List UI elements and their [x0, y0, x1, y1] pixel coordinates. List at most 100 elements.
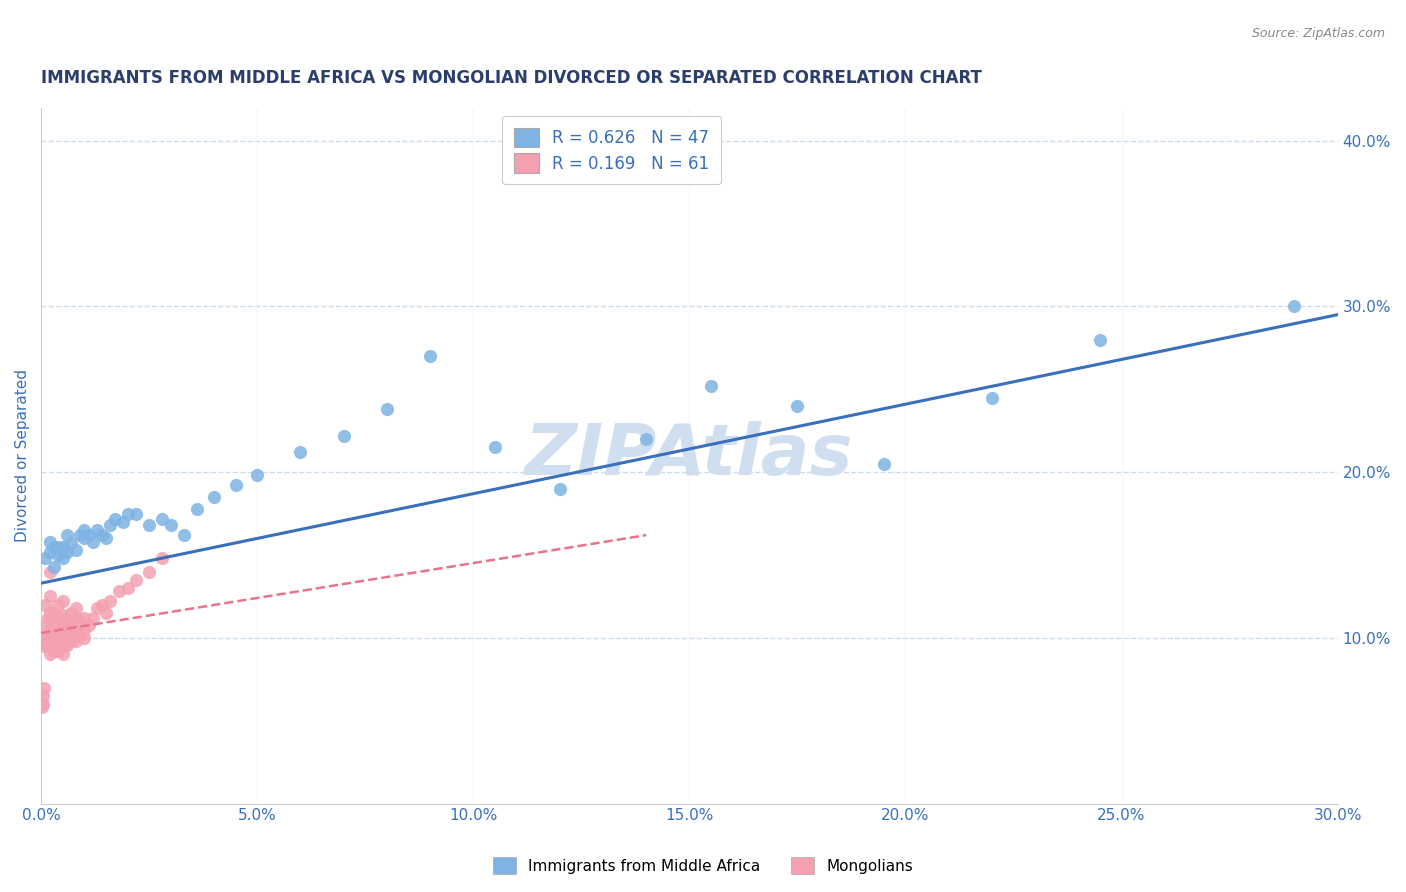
Point [42, 644, 65, 658]
Point [82, 534, 104, 549]
Point [42, 559, 65, 574]
Point [980, 391, 1002, 405]
Point [34, 639, 56, 653]
Point [117, 507, 139, 521]
Point [52, 648, 75, 662]
Point [38, 590, 60, 604]
Point [48, 624, 70, 639]
Point [112, 515, 135, 529]
Point [48, 644, 70, 658]
Point [34, 617, 56, 632]
Point [42, 540, 65, 554]
Legend: Immigrants from Middle Africa, Mongolians: Immigrants from Middle Africa, Mongolian… [486, 851, 920, 880]
Point [52, 617, 75, 632]
Point [38, 606, 60, 620]
Point [290, 445, 312, 459]
Point [117, 581, 139, 595]
Point [786, 399, 808, 413]
Y-axis label: Divorced or Separated: Divorced or Separated [15, 369, 30, 542]
Point [90, 528, 112, 542]
Point [90, 598, 112, 612]
Point [69, 528, 91, 542]
Point [48, 540, 70, 554]
Point [73, 523, 96, 537]
Point [37, 611, 59, 625]
Point [94, 606, 117, 620]
Point [98, 518, 121, 533]
Point [636, 432, 658, 446]
Point [37, 631, 59, 645]
Point [86, 601, 108, 615]
Point [73, 623, 96, 637]
Point [548, 482, 571, 496]
Point [42, 634, 65, 648]
Point [65, 634, 87, 648]
Point [52, 540, 75, 554]
Point [65, 601, 87, 615]
Legend: R = 0.626   N = 47, R = 0.169   N = 61: R = 0.626 N = 47, R = 0.169 N = 61 [502, 116, 721, 185]
Point [48, 598, 70, 612]
Point [65, 611, 87, 625]
Point [56, 528, 79, 542]
Point [150, 511, 173, 525]
Point [60, 634, 83, 648]
Point [77, 617, 100, 632]
Point [52, 639, 75, 653]
Point [94, 532, 117, 546]
Point [65, 543, 87, 558]
Point [32, 697, 55, 711]
Point [56, 631, 79, 645]
Point [69, 627, 91, 641]
Point [125, 507, 148, 521]
Point [38, 648, 60, 662]
Point [38, 623, 60, 637]
Point [38, 534, 60, 549]
Point [98, 594, 121, 608]
Point [484, 440, 506, 454]
Point [34, 551, 56, 566]
Point [246, 468, 269, 483]
Text: IMMIGRANTS FROM MIDDLE AFRICA VS MONGOLIAN DIVORCED OR SEPARATED CORRELATION CHA: IMMIGRANTS FROM MIDDLE AFRICA VS MONGOLI… [41, 69, 981, 87]
Point [56, 615, 79, 629]
Point [38, 544, 60, 558]
Point [108, 584, 131, 599]
Point [186, 501, 208, 516]
Point [73, 532, 96, 546]
Point [38, 565, 60, 579]
Text: ZIPAtlas: ZIPAtlas [524, 421, 853, 490]
Point [1088, 333, 1111, 347]
Point [34, 598, 56, 612]
Point [86, 523, 108, 537]
Point [77, 528, 100, 542]
Point [69, 615, 91, 629]
Point [52, 607, 75, 622]
Point [225, 478, 247, 492]
Point [52, 594, 75, 608]
Text: Source: ZipAtlas.com: Source: ZipAtlas.com [1251, 27, 1385, 40]
Point [150, 551, 173, 566]
Point [65, 623, 87, 637]
Point [82, 611, 104, 625]
Point [375, 402, 398, 417]
Point [60, 617, 83, 632]
Point [159, 518, 181, 533]
Point [48, 611, 70, 625]
Point [42, 627, 65, 641]
Point [700, 379, 723, 393]
Point [42, 606, 65, 620]
Point [32, 681, 55, 695]
Point [125, 573, 148, 587]
Point [52, 551, 75, 566]
Point [38, 634, 60, 648]
Point [60, 627, 83, 641]
Point [60, 536, 83, 550]
Point [103, 511, 125, 525]
Point [73, 631, 96, 645]
Point [873, 457, 896, 471]
Point [48, 638, 70, 652]
Point [56, 623, 79, 637]
Point [73, 611, 96, 625]
Point [52, 627, 75, 641]
Point [48, 548, 70, 562]
Point [42, 617, 65, 632]
